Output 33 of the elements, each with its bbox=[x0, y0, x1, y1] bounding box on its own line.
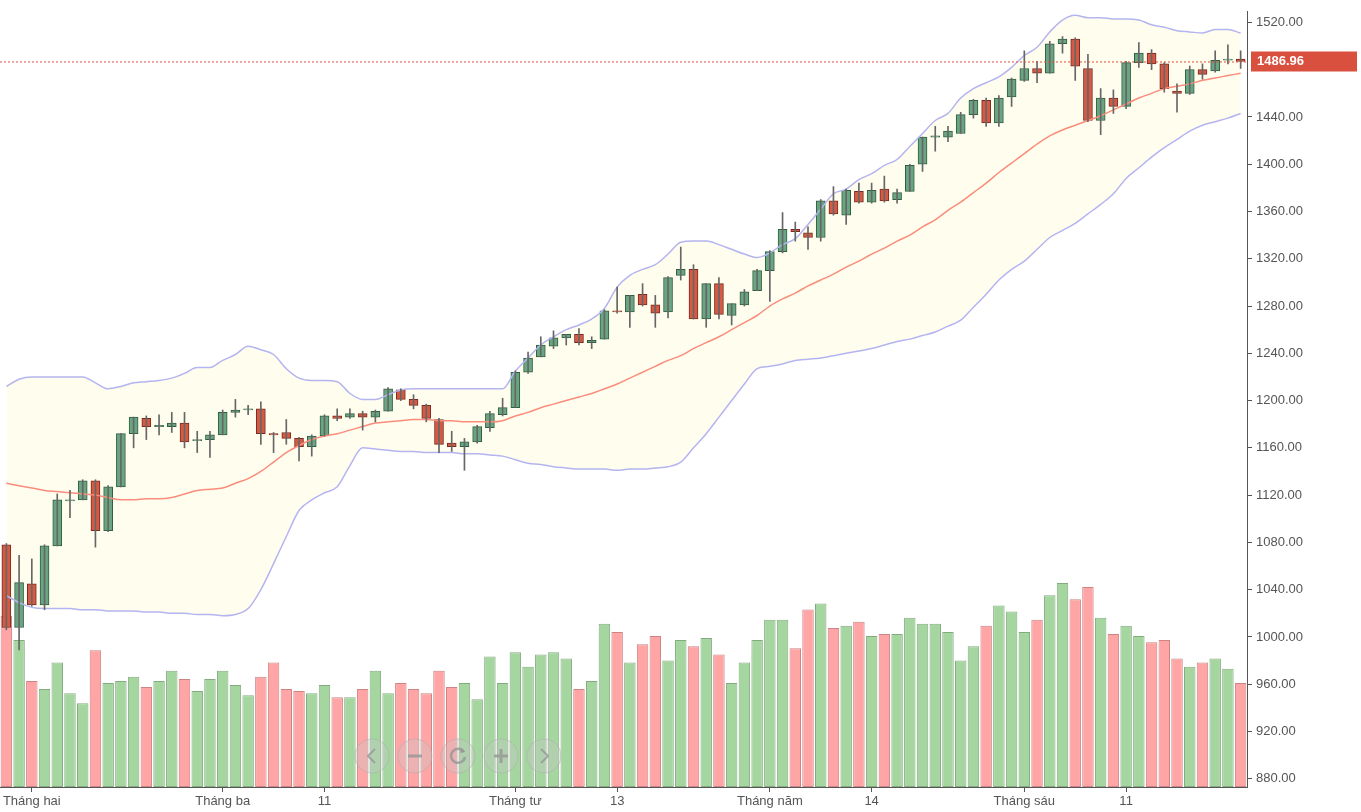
y-tick-label: 1240.00 bbox=[1256, 344, 1303, 360]
candlestick bbox=[243, 404, 253, 416]
line-series bbox=[5, 112, 1242, 617]
x-tick-label: 14 bbox=[864, 793, 879, 809]
x-tick-label: 11 bbox=[1119, 793, 1133, 809]
ref-line-label: 1486.96 bbox=[1257, 53, 1304, 69]
candlestick bbox=[1223, 44, 1233, 65]
y-tick-label: 1080.00 bbox=[1256, 533, 1303, 549]
y-tick-label: 1120.00 bbox=[1256, 486, 1303, 502]
y-tick-label: 1280.00 bbox=[1256, 297, 1303, 313]
y-tick-label: 1440.00 bbox=[1256, 108, 1303, 124]
y-tick-label: 1320.00 bbox=[1256, 250, 1303, 266]
y-tick-label: 960.00 bbox=[1256, 675, 1296, 691]
y-tick-label: 1200.00 bbox=[1256, 392, 1303, 408]
y-tick-label: 1520.00 bbox=[1256, 14, 1303, 30]
x-tick-label: 11 bbox=[317, 793, 332, 809]
y-tick-label: 880.00 bbox=[1256, 770, 1296, 786]
x-tick-label: 13 bbox=[609, 793, 625, 809]
candlestick bbox=[930, 126, 941, 152]
y-tick-label: 920.00 bbox=[1256, 723, 1296, 739]
y-tick-label: 1400.00 bbox=[1256, 155, 1303, 171]
x-tick-label: Tháng sáu bbox=[993, 793, 1056, 809]
y-tick-label: 1000.00 bbox=[1256, 628, 1303, 644]
y-tick-label: 1160.00 bbox=[1256, 439, 1303, 455]
candlestick bbox=[65, 490, 75, 518]
x-tick-label: Tháng tư bbox=[488, 793, 543, 809]
x-tick-label: Tháng năm bbox=[736, 793, 803, 809]
x-tick-label: Tháng ba bbox=[195, 793, 251, 809]
y-tick-label: 1040.00 bbox=[1256, 581, 1303, 597]
x-tick-label: Tháng hai bbox=[2, 793, 61, 809]
candlestick bbox=[612, 286, 622, 314]
y-tick-label: 1360.00 bbox=[1256, 203, 1303, 219]
line-series bbox=[5, 14, 1242, 401]
